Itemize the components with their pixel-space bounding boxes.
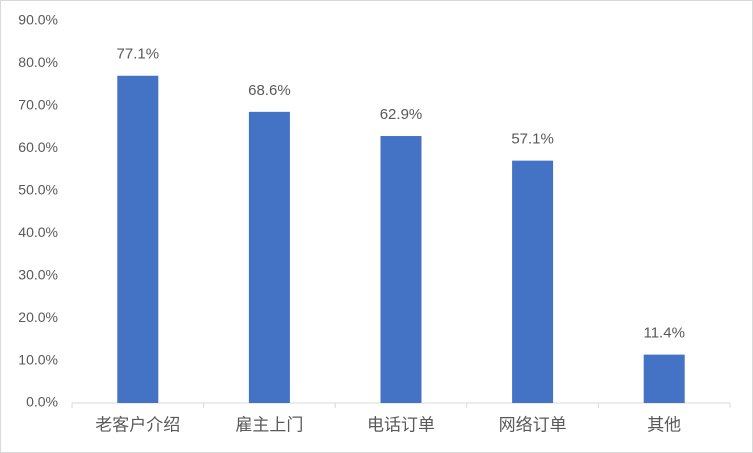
x-tick-label: 其他 bbox=[647, 415, 681, 434]
y-tick-label: 80.0% bbox=[18, 54, 58, 70]
x-tick-label: 雇主上门 bbox=[235, 415, 303, 434]
y-tick-label: 50.0% bbox=[18, 181, 58, 197]
y-tick-label: 40.0% bbox=[18, 224, 58, 240]
value-label: 68.6% bbox=[248, 82, 291, 99]
bar bbox=[512, 160, 554, 403]
y-tick-label: 90.0% bbox=[18, 12, 58, 28]
y-tick-label: 60.0% bbox=[18, 139, 58, 155]
x-tick-label: 网络订单 bbox=[499, 415, 567, 434]
y-tick-label: 30.0% bbox=[18, 266, 58, 282]
x-tick-label: 电话订单 bbox=[367, 415, 435, 434]
y-tick-label: 0.0% bbox=[26, 394, 58, 410]
y-tick-label: 70.0% bbox=[18, 97, 58, 113]
x-tick-label: 老客户介绍 bbox=[95, 415, 180, 434]
bar bbox=[117, 75, 159, 404]
y-tick-label: 20.0% bbox=[18, 309, 58, 325]
value-label: 57.1% bbox=[511, 131, 554, 148]
bar bbox=[643, 354, 685, 403]
bar bbox=[248, 111, 290, 403]
value-label: 11.4% bbox=[643, 325, 684, 342]
value-label: 77.1% bbox=[117, 46, 160, 63]
bar bbox=[380, 136, 422, 403]
value-label: 62.9% bbox=[380, 106, 423, 123]
y-tick-label: 10.0% bbox=[18, 351, 58, 367]
